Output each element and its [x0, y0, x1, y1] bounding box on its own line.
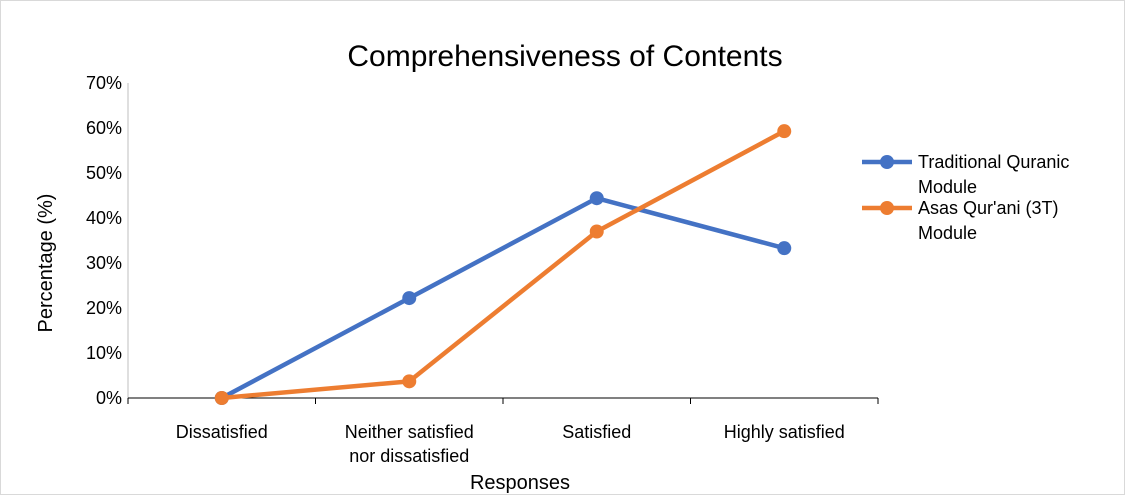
axes: [127, 83, 879, 404]
legend-item-2: Asas Qur'ani (3T) Module: [862, 198, 1058, 243]
y-tick-label: 50%: [86, 163, 122, 183]
series-2: [214, 124, 792, 405]
y-tick-label: 40%: [86, 208, 122, 228]
data-point: [402, 374, 417, 389]
series-line: [219, 128, 787, 401]
x-tick-label: Dissatisfied: [176, 422, 268, 442]
data-point: [589, 191, 604, 206]
y-axis-label: Percentage (%): [35, 194, 57, 333]
x-tick-label: Satisfied: [562, 422, 631, 442]
series-layer: [214, 124, 792, 405]
legend-label: Asas Qur'ani (3T) Module: [918, 198, 1058, 243]
y-tick-label: 60%: [86, 118, 122, 138]
legend-marker: [880, 201, 894, 215]
legend-item-1: Traditional Quranic Module: [862, 152, 1069, 197]
data-point: [777, 241, 792, 256]
data-point: [402, 291, 417, 306]
y-tick-label: 30%: [86, 253, 122, 273]
x-tick-label: Neither satisfied nor dissatisfied: [345, 422, 474, 466]
y-tick-label: 10%: [86, 343, 122, 363]
data-point: [777, 124, 792, 139]
data-point: [214, 391, 229, 405]
y-tick-label: 20%: [86, 298, 122, 318]
series-line: [219, 195, 787, 401]
legend-marker: [880, 155, 894, 169]
x-axis-label: Responses: [470, 472, 570, 494]
x-tick-label: Highly satisfied: [724, 422, 845, 442]
x-tick-labels: Dissatisfied Neither satisfied nor dissati…: [176, 422, 845, 466]
series-1: [214, 191, 792, 405]
y-tick-label: 70%: [86, 73, 122, 93]
y-tick-label: 0%: [96, 388, 122, 408]
y-tick-labels: 0% 10% 20% 30% 40% 50% 60% 70%: [86, 73, 122, 408]
legend-label: Traditional Quranic Module: [918, 152, 1069, 197]
chart-title: Comprehensiveness of Contents: [347, 40, 782, 73]
data-point: [589, 224, 604, 239]
